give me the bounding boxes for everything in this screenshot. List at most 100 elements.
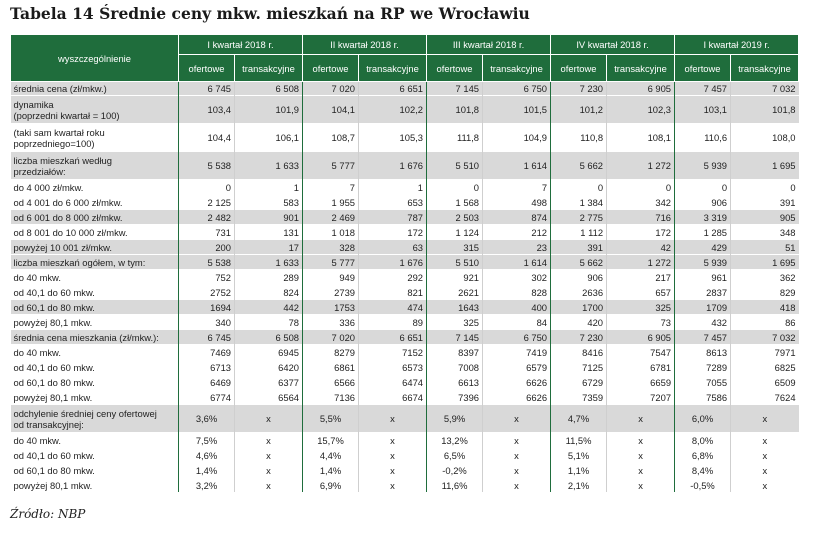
row-label-line: powyżej 80,1 mkw. [13, 479, 93, 491]
table-cell: 7359 [550, 389, 607, 405]
table-cell: 1 633 [234, 151, 303, 180]
table-cell: 657 [606, 284, 675, 300]
row-label: średnia cena (zł/mkw.) [10, 81, 179, 96]
table-cell: 6825 [730, 359, 799, 375]
price-table: wyszczególnienie I kwartał 2018 r. II kw… [10, 34, 800, 493]
row-label: powyżej 10 001 zł/mkw. [10, 239, 179, 255]
table-cell: 6469 [178, 374, 235, 390]
table-cell: 6 905 [606, 81, 675, 96]
table-cell: 821 [357, 284, 427, 300]
table-cell: x [357, 462, 427, 478]
table-cell: 362 [730, 269, 799, 285]
table-cell: 7 457 [674, 81, 731, 96]
table-cell: 1 285 [674, 224, 731, 240]
row-label-line: od 60,1 do 80 mkw. [13, 376, 95, 388]
table-cell: 1700 [550, 299, 607, 315]
table-cell: 7419 [482, 344, 551, 360]
table-cell: 217 [606, 269, 675, 285]
table-cell: 6573 [357, 359, 427, 375]
row-label: powyżej 80,1 mkw. [10, 314, 179, 330]
table-cell: 101,8 [730, 95, 799, 124]
table-body: średnia cena (zł/mkw.) 6 745 6 508 7 020 6 6… [10, 81, 799, 493]
period-header: I kwartał 2019 r. [674, 34, 800, 55]
table-cell: 829 [730, 284, 799, 300]
row-label: liczba mieszkań według przedziałów: [10, 151, 179, 180]
table-cell: x [730, 447, 799, 463]
row-label: (taki sam kwartał roku poprzedniego=100) [10, 123, 179, 152]
table-cell: 1 955 [302, 194, 359, 210]
row-label: powyżej 80,1 mkw. [10, 389, 179, 405]
table-cell: 7289 [674, 359, 731, 375]
table-cell: 6861 [302, 359, 359, 375]
table-cell: x [234, 477, 303, 493]
table-cell: x [606, 462, 675, 478]
table-cell: 432 [674, 314, 731, 330]
table-cell: 11,5% [550, 432, 607, 448]
table-cell: 0 [606, 179, 675, 195]
table-cell: 7 145 [426, 329, 483, 345]
table-cell: x [357, 477, 427, 493]
table-cell: 5,5% [302, 404, 359, 433]
table-cell: 6,9% [302, 477, 359, 493]
table-cell: 4,6% [178, 447, 235, 463]
table-cell: 7152 [357, 344, 427, 360]
table-cell: 6474 [357, 374, 427, 390]
table-row: do 40 mkw. 752 289 949 292 921 302 906 217 961 362 [10, 269, 799, 285]
table-row: od 8 001 do 10 000 zł/mkw. 731 131 1 018 172… [10, 224, 799, 240]
table-cell: 2621 [426, 284, 483, 300]
table-cell: 2 125 [178, 194, 235, 210]
table-cell: 1,1% [550, 462, 607, 478]
table-cell: 5,1% [550, 447, 607, 463]
table-row: do 40 mkw. 7,5% x 15,7% x 13,2% x 11,5% x 8,0% x [10, 432, 799, 448]
table-cell: 84 [482, 314, 551, 330]
row-label-line: powyżej 10 001 zł/mkw. [13, 241, 112, 253]
row-label-line: do 40 mkw. [13, 271, 61, 283]
table-cell: 752 [178, 269, 235, 285]
table-cell: 906 [550, 269, 607, 285]
table-cell: 1 568 [426, 194, 483, 210]
table-cell: 906 [674, 194, 731, 210]
table-cell: 1,4% [178, 462, 235, 478]
table-cell: 7055 [674, 374, 731, 390]
table-cell: 1 633 [234, 254, 303, 270]
table-row: liczba mieszkań według przedziałów: 5 538 1… [10, 151, 799, 180]
row-label-line: od 40,1 do 60 mkw. [13, 449, 95, 461]
table-cell: 949 [302, 269, 359, 285]
row-label-line: do 4 000 zł/mkw. [13, 181, 84, 193]
table-cell: 110,6 [674, 123, 731, 152]
table-cell: 2 469 [302, 209, 359, 225]
table-cell: 4,7% [550, 404, 607, 433]
table-cell: 78 [234, 314, 303, 330]
table-cell: 6 651 [357, 329, 427, 345]
table-cell: 905 [730, 209, 799, 225]
table-cell: 442 [234, 299, 303, 315]
row-label: od 40,1 do 60 mkw. [10, 447, 179, 463]
table-cell: 921 [426, 269, 483, 285]
row-label: powyżej 80,1 mkw. [10, 477, 179, 493]
table-cell: x [482, 477, 551, 493]
table-cell: 328 [302, 239, 359, 255]
row-label: od 8 001 do 10 000 zł/mkw. [10, 224, 179, 240]
table-cell: 6,5% [426, 447, 483, 463]
row-label-line: powyżej 80,1 mkw. [13, 316, 93, 328]
table-cell: x [482, 432, 551, 448]
table-cell: 6509 [730, 374, 799, 390]
row-label-line: od 40,1 do 60 mkw. [13, 286, 95, 298]
table-cell: 7207 [606, 389, 675, 405]
row-header-label: wyszczególnienie [10, 34, 179, 82]
table-cell: 474 [357, 299, 427, 315]
row-label: od 60,1 do 80 mkw. [10, 299, 179, 315]
table-cell: x [357, 404, 427, 433]
table-cell: 106,1 [234, 123, 303, 152]
table-cell: 63 [357, 239, 427, 255]
row-label-line: dynamika [13, 98, 54, 110]
table-cell: 108,1 [606, 123, 675, 152]
table-cell: 653 [357, 194, 427, 210]
table-cell: 5 510 [426, 254, 483, 270]
table-cell: 292 [357, 269, 427, 285]
table-cell: 7469 [178, 344, 235, 360]
table-cell: 1 124 [426, 224, 483, 240]
row-label-line: od 60,1 do 80 mkw. [13, 464, 95, 476]
table-cell: 3 319 [674, 209, 731, 225]
table-cell: x [482, 462, 551, 478]
